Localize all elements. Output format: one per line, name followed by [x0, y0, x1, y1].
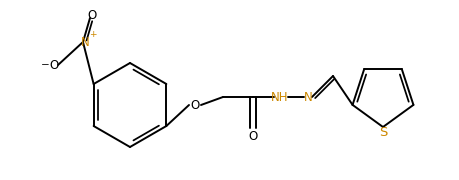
Text: O: O [248, 129, 257, 143]
Text: −: − [41, 60, 50, 70]
Text: +: + [89, 30, 97, 39]
Text: O: O [50, 58, 59, 71]
Text: O: O [190, 98, 200, 111]
Text: NH: NH [271, 91, 289, 104]
Text: S: S [379, 127, 387, 140]
Text: N: N [303, 91, 313, 104]
Text: N: N [81, 35, 90, 48]
Text: O: O [87, 8, 97, 21]
